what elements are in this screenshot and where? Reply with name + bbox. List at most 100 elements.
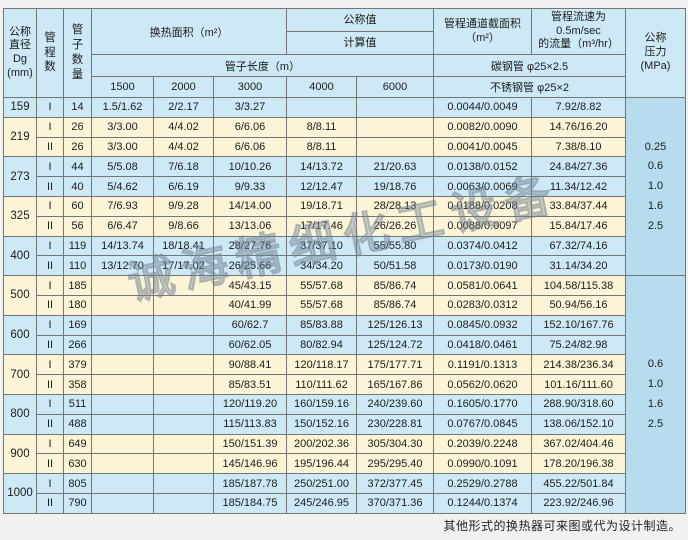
area-2000-cell [153, 275, 214, 296]
flow-rate-cell: 223.92/246.96 [531, 492, 626, 514]
area-2000-cell: 17/17.02 [153, 255, 214, 277]
area-2000-cell [153, 413, 214, 435]
pressure-cell: 0.25 0.6 1.0 1.6 2.5 [625, 96, 686, 277]
header-tube-passes-label: 管程数 [44, 31, 56, 74]
area-3000-cell: 185/187.78 [213, 473, 287, 494]
area-1500-cell [91, 453, 154, 475]
area-3000-cell: 145/146.96 [213, 453, 287, 475]
header-calculated-value-label: 计算值 [343, 37, 377, 49]
cross-section-cell: 0.0173/0.0190 [433, 255, 532, 277]
tube-count-cell: 56 [63, 215, 92, 237]
pressure-value: 1.6 [647, 200, 664, 212]
pass-cell: II [36, 255, 64, 277]
area-6000-cell: 370/371.36 [356, 492, 434, 514]
area-2000-cell [153, 334, 214, 356]
diameter-cell: 325 [3, 195, 37, 237]
table-row: II 790 185/184.75 245/246.95 370/371.36 0.124… [4, 492, 686, 514]
flow-rate-cell: 14.76/16.20 [531, 116, 626, 138]
area-2000-cell: 18/18.41 [153, 235, 214, 257]
area-1500-cell [91, 354, 154, 376]
area-6000-cell: 230/228.81 [356, 413, 434, 435]
header-length-4000: 4000 [286, 76, 357, 98]
area-1500-cell: 14/13.74 [91, 235, 154, 257]
area-3000-cell: 26/25.66 [213, 255, 287, 277]
area-1500-cell [91, 433, 154, 455]
area-3000-cell: 120/119.20 [213, 393, 287, 415]
cross-section-cell: 0.0188/0.0208 [433, 195, 532, 217]
area-2000-cell [153, 294, 214, 316]
tube-count-cell: 14 [63, 97, 92, 118]
header-channel-cross-section: 管程通道截面积 （m²） [433, 8, 532, 55]
pass-cell: I [36, 393, 64, 415]
table-row: 700 I 379 90/88.41 120/118.17 175/177.71 0.119… [3, 354, 686, 395]
table-row: II 630 145/146.96 195/196.44 295/295.40 0.099… [4, 453, 686, 475]
tube-count-cell: 649 [63, 433, 92, 455]
cross-section-cell: 0.0283/0.0312 [433, 294, 532, 316]
header-flow-rate-label: 管程流速为0.5m/sec 的流量（m³/hr） [538, 10, 619, 51]
pass-cell: II [36, 294, 64, 316]
header-tube-count: 管子数量 [63, 8, 92, 98]
pass-cell: I [36, 354, 64, 376]
area-1500-cell [91, 413, 154, 435]
tube-count-cell: 790 [63, 492, 92, 514]
cross-section-cell: 0.0088/0.0097 [433, 215, 532, 237]
tube-count-cell: 511 [63, 393, 92, 415]
diameter-cell: 600 [3, 314, 37, 356]
area-4000-cell: 160/159.16 [286, 393, 357, 415]
area-1500-cell [91, 374, 154, 395]
diameter-cell: 500 [3, 275, 37, 316]
table-row: II 110 13/12.70 17/17.02 26/25.66 34/34.20 50/… [4, 255, 686, 277]
cross-section-cell: 0.1244/0.1374 [433, 492, 532, 514]
area-3000-cell: 13/13.06 [213, 215, 287, 237]
area-1500-cell: 1.5/1.62 [91, 97, 154, 118]
area-2000-cell: 7/6.18 [153, 156, 214, 178]
header-tube-count-label: 管子数量 [71, 24, 84, 81]
area-4000-cell: 8/8.11 [286, 136, 357, 158]
area-2000-cell [153, 492, 214, 514]
table-row: 500 I 185 45/43.15 55/57.68 85/86.74 0.0581/0.… [3, 275, 686, 514]
pass-cell: II [36, 334, 64, 356]
area-6000-cell: 165/167.86 [356, 374, 434, 395]
area-1500-cell: 3/3.00 [91, 116, 154, 138]
cross-section-cell: 0.0418/0.0461 [433, 334, 532, 356]
pass-cell: II [36, 215, 64, 237]
area-4000-cell: 8/8.11 [286, 116, 357, 138]
area-6000-cell [356, 116, 434, 138]
tube-count-cell: 266 [63, 334, 92, 356]
pressure-value: 0.6 [647, 160, 664, 173]
area-2000-cell: 9/8.66 [153, 215, 214, 237]
tube-count-cell: 44 [63, 156, 92, 178]
pass-cell: II [36, 176, 64, 197]
tube-count-cell: 40 [63, 176, 92, 197]
area-2000-cell: 6/6.19 [153, 176, 214, 197]
area-6000-cell: 125/124.72 [356, 334, 434, 356]
flow-rate-cell: 214.38/236.34 [531, 354, 626, 376]
area-1500-cell [91, 275, 154, 296]
cross-section-cell: 0.0044/0.0049 [433, 97, 532, 118]
table-row: II 40 5/4.62 6/6.19 9/9.33 12/12.47 19/18.76 0.… [4, 176, 686, 197]
area-4000-cell: 17/17.46 [286, 215, 357, 237]
area-1500-cell [91, 314, 154, 336]
table-row: 600 I 169 60/62.7 85/83.88 125/126.13 0.0845/0… [3, 314, 686, 356]
header-length-1500: 1500 [91, 76, 154, 98]
tube-count-cell: 630 [63, 453, 92, 475]
area-4000-cell: 200/202.36 [286, 433, 357, 455]
table-row: II 56 6/6.47 9/8.66 13/13.06 17/17.46 26/26.26… [4, 215, 686, 237]
diameter-cell: 400 [3, 235, 37, 277]
table-row: II 26 3/3.00 4/4.02 6/6.06 8/8.11 0.0041/0.004… [4, 136, 686, 158]
area-6000-cell: 295/295.40 [356, 453, 434, 475]
cross-section-cell: 0.0041/0.0045 [433, 136, 532, 158]
tube-count-cell: 180 [63, 294, 92, 316]
flow-rate-cell: 50.94/56.16 [531, 294, 626, 316]
tube-count-cell: 185 [63, 275, 92, 296]
table-row: 159 I 14 1.5/1.62 2/2.17 3/3.27 0.0044/0.0049 7… [3, 96, 686, 277]
area-1500-cell [91, 393, 154, 415]
flow-rate-cell: 67.32/74.16 [531, 235, 626, 257]
pressure-value: 1.0 [647, 378, 664, 391]
header-nominal-value-label: 公称值 [287, 10, 433, 32]
cross-section-cell: 0.0082/0.0090 [433, 116, 532, 138]
area-3000-cell: 85/83.51 [213, 374, 287, 395]
tube-count-cell: 358 [63, 374, 92, 395]
pass-cell: II [36, 413, 64, 435]
header-flow-rate: 管程流速为0.5m/sec 的流量（m³/hr） [531, 8, 626, 55]
